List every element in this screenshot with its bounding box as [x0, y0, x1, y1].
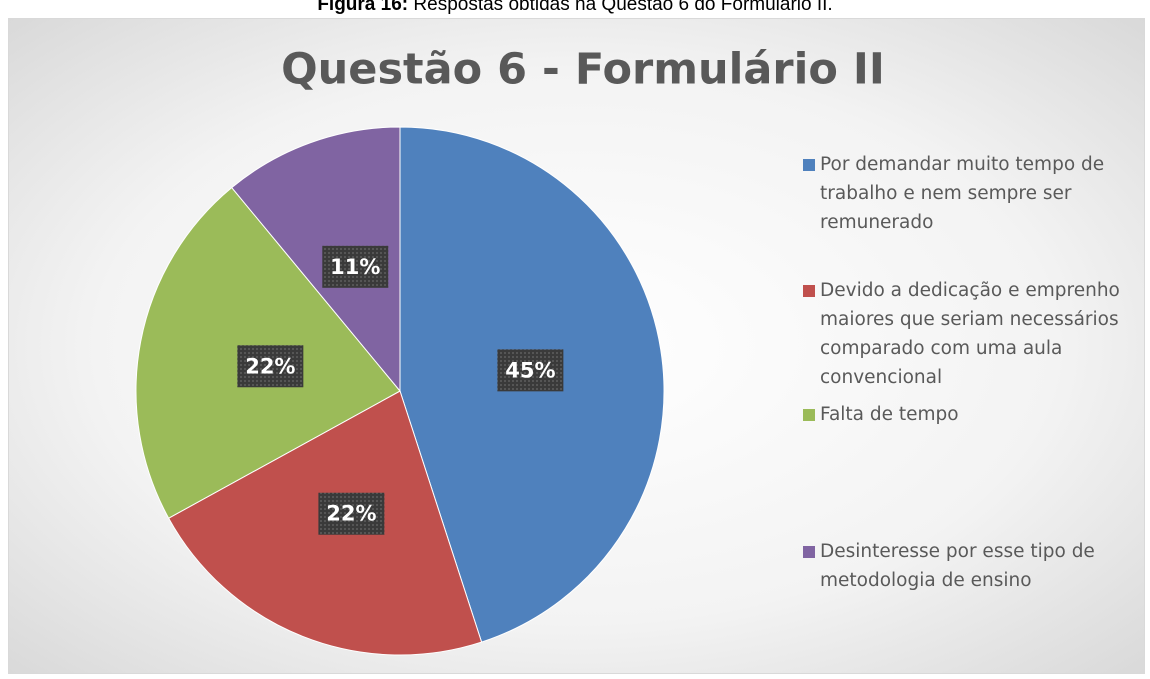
- legend-swatch: [803, 546, 815, 558]
- legend-label: Falta de tempo: [820, 404, 959, 425]
- data-label-box: [237, 345, 304, 388]
- data-label: 11%: [330, 255, 380, 279]
- data-label-box: [497, 349, 564, 392]
- figure-caption: Figura 16: Respostas obtidas na Questão …: [0, 0, 1150, 16]
- legend-swatch: [803, 159, 815, 171]
- data-label: 22%: [245, 354, 295, 378]
- data-label-box: [318, 492, 385, 535]
- chart-title: Questão 6 - Formulário II: [281, 45, 885, 95]
- data-label: 45%: [505, 358, 555, 382]
- legend-item: Falta de tempo: [803, 400, 1123, 429]
- data-label-box: [322, 245, 389, 288]
- legend-swatch: [803, 409, 815, 421]
- legend-item: Desinteresse por esse tipo de metodologi…: [803, 537, 1123, 595]
- legend-item: Por demandar muito tempo de trabalho e n…: [803, 150, 1123, 237]
- legend-label: Por demandar muito tempo de trabalho e n…: [820, 154, 1105, 233]
- caption-label: Figura 16:: [317, 0, 409, 15]
- caption-text: Respostas obtidas na Questão 6 do Formul…: [413, 0, 833, 15]
- legend-item: Devido a dedicação e emprenho maiores qu…: [803, 276, 1123, 392]
- data-label: 22%: [326, 502, 376, 526]
- legend-label: Devido a dedicação e emprenho maiores qu…: [820, 280, 1120, 388]
- legend-label: Desinteresse por esse tipo de metodologi…: [820, 541, 1095, 591]
- legend-swatch: [803, 285, 815, 297]
- pie-slice: [231, 126, 401, 393]
